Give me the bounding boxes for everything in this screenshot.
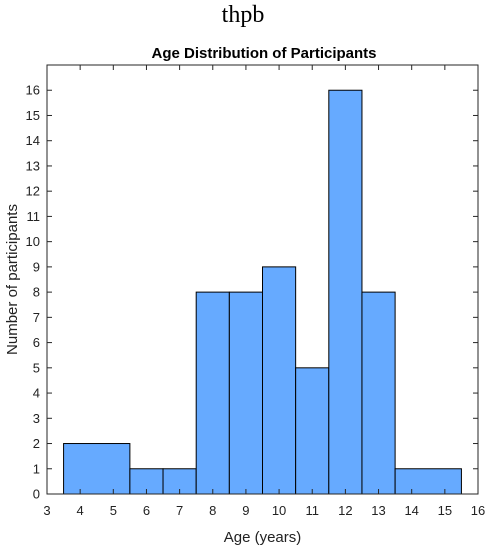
x-tick-label: 10	[272, 503, 286, 518]
y-tick-label: 8	[33, 285, 40, 300]
x-tick-label: 14	[404, 503, 418, 518]
y-tick-label: 3	[33, 411, 40, 426]
bar-0	[63, 443, 131, 495]
x-tick-label: 11	[305, 503, 319, 518]
bar-7	[328, 89, 363, 495]
y-tick-label: 5	[33, 360, 40, 375]
y-tick-label: 11	[27, 209, 41, 224]
x-tick-label: 12	[338, 503, 352, 518]
y-tick-label: 2	[33, 436, 40, 451]
x-tick-label: 6	[143, 503, 150, 518]
bar-9	[394, 468, 462, 495]
bar-5	[262, 266, 297, 495]
y-tick-label: 1	[33, 461, 40, 476]
plot-frame	[46, 64, 479, 495]
chart-title: Age Distribution of Participants	[151, 45, 376, 62]
y-tick-label: 0	[33, 487, 40, 502]
x-tick-label: 4	[77, 503, 84, 518]
bar-8	[361, 291, 396, 495]
x-tick-label: 15	[438, 503, 452, 518]
x-tick-label: 7	[176, 503, 183, 518]
y-tick-label: 9	[33, 259, 40, 274]
ticks-group: 3 4 5 6 7 8 9 10 11 12 13 14 15 160123456789101112131…	[26, 65, 485, 518]
x-tick-label: 3	[43, 503, 50, 518]
y-tick-label: 10	[26, 234, 40, 249]
x-tick-label: 5	[110, 503, 117, 518]
x-tick-label: 13	[371, 503, 385, 518]
y-tick-label: 13	[26, 158, 40, 173]
bars-group	[63, 89, 462, 495]
y-tick-label: 16	[26, 83, 40, 98]
bar-6	[295, 367, 330, 495]
bar-3	[195, 291, 230, 495]
x-axis-label: Age (years)	[224, 529, 302, 546]
x-tick-label: 16	[471, 503, 485, 518]
y-tick-label: 14	[26, 133, 40, 148]
figure-label: thpb	[221, 2, 265, 28]
bar-4	[228, 291, 264, 495]
x-tick-label: 9	[242, 503, 249, 518]
y-tick-label: 12	[26, 184, 40, 199]
y-tick-label: 7	[33, 310, 40, 325]
y-tick-label: 4	[33, 386, 40, 401]
x-tick-label: 8	[209, 503, 216, 518]
y-tick-label: 15	[26, 108, 40, 123]
y-tick-label: 6	[33, 335, 40, 350]
y-axis-label: Number of participants	[4, 204, 21, 355]
